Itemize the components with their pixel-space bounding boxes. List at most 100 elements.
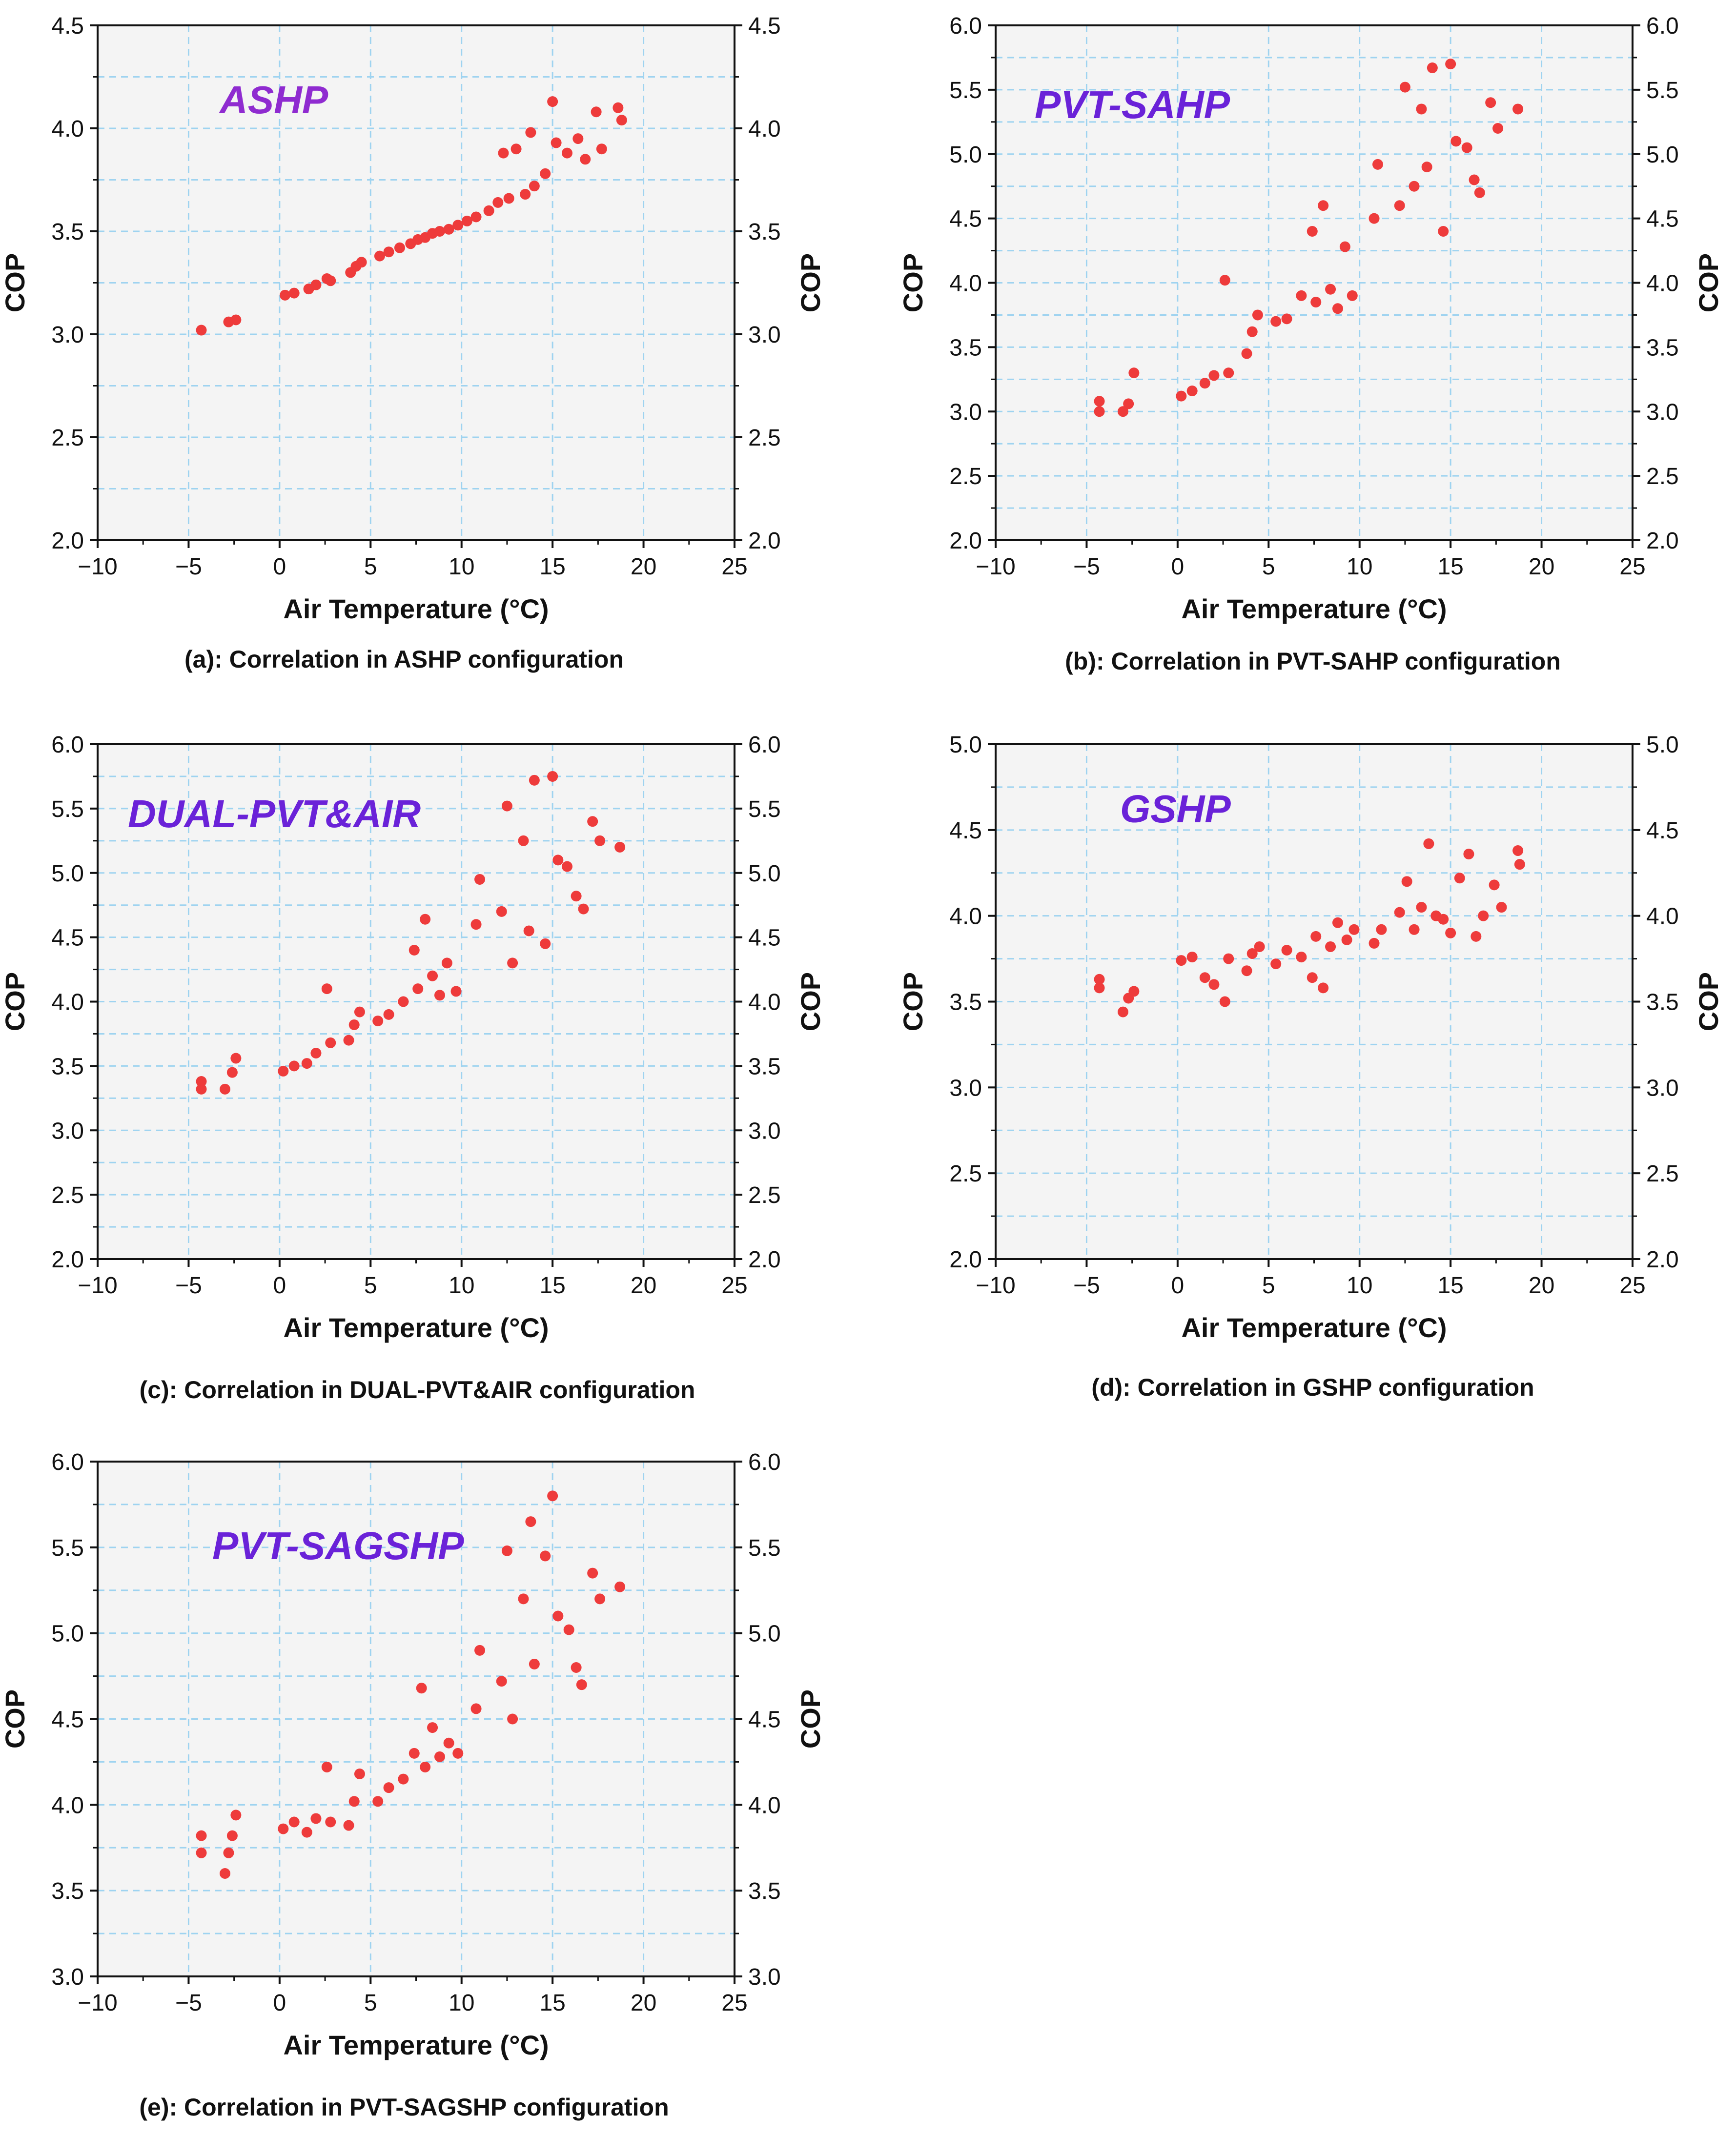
- data-point: [470, 211, 482, 223]
- data-point: [1186, 386, 1198, 397]
- scatter-points: [1094, 838, 1525, 1017]
- data-point: [1325, 941, 1336, 952]
- x-tick-label: 5: [364, 1990, 377, 2016]
- x-tick-label: −10: [78, 554, 117, 580]
- y-tick-label-left: 3.0: [51, 1118, 84, 1144]
- y-tick-label-left: 2.5: [51, 1182, 84, 1208]
- data-point: [226, 1067, 238, 1078]
- x-tick-label: 0: [1171, 1273, 1185, 1299]
- x-tick-label: 10: [1347, 1273, 1372, 1299]
- x-tick-label: −10: [78, 1990, 117, 2016]
- data-point: [571, 891, 582, 902]
- y-tick-label-left: 3.5: [51, 1054, 84, 1079]
- data-point: [551, 137, 562, 148]
- data-point: [1372, 159, 1383, 170]
- data-point: [1199, 972, 1210, 983]
- data-point: [450, 986, 462, 997]
- data-point: [1445, 927, 1456, 938]
- data-point: [343, 1035, 354, 1046]
- y-tick-label-right: 3.0: [748, 322, 781, 348]
- data-point: [1394, 200, 1405, 211]
- x-tick-label: 10: [1347, 554, 1372, 580]
- x-tick-label: 10: [449, 1990, 474, 2016]
- y-axis-title-right: COP: [1693, 972, 1724, 1031]
- y-tick-label-right: 2.0: [1646, 528, 1679, 554]
- x-tick-label: −10: [976, 1273, 1015, 1299]
- data-point: [443, 224, 454, 235]
- y-tick-label-right: 4.5: [748, 1707, 781, 1733]
- y-tick-label-right: 5.5: [748, 796, 781, 822]
- data-point: [374, 250, 385, 262]
- data-point: [563, 1624, 574, 1635]
- data-point: [1223, 367, 1234, 379]
- y-tick-label-left: 3.5: [949, 990, 982, 1016]
- data-point: [230, 1810, 242, 1821]
- data-point: [616, 115, 627, 126]
- data-point: [230, 314, 242, 325]
- x-tick-label: 15: [539, 1273, 565, 1299]
- data-point: [503, 193, 514, 204]
- data-point: [578, 903, 589, 915]
- x-tick-label: 15: [1437, 554, 1463, 580]
- data-point: [1492, 123, 1504, 134]
- y-tick-label-left: 5.5: [51, 796, 84, 822]
- figure-caption: (e): Correlation in PVT-SAGSHP configura…: [139, 2094, 669, 2121]
- data-point: [1450, 136, 1462, 147]
- y-tick-label-left: 4.5: [51, 13, 84, 39]
- data-point: [496, 1676, 507, 1687]
- x-tick-label: 25: [1619, 1273, 1645, 1299]
- data-point: [1254, 941, 1265, 952]
- data-point: [552, 854, 564, 866]
- data-point: [408, 1748, 420, 1759]
- y-tick-label-right: 5.5: [1646, 78, 1679, 103]
- data-point: [1489, 879, 1500, 891]
- x-tick-label: 20: [631, 1990, 656, 2016]
- y-tick-label-right: 4.0: [1646, 904, 1679, 930]
- y-tick-label-right: 3.0: [1646, 1075, 1679, 1101]
- data-point: [1252, 309, 1263, 321]
- y-tick-label-right: 3.0: [748, 1118, 781, 1144]
- grid: [98, 25, 735, 540]
- data-point: [1118, 406, 1128, 417]
- data-point: [561, 861, 572, 872]
- data-point: [1409, 181, 1420, 192]
- y-tick-label-left: 3.0: [51, 322, 84, 348]
- data-point: [1325, 284, 1336, 295]
- figure-caption: (a): Correlation in ASHP configuration: [184, 646, 624, 673]
- data-point: [547, 1490, 558, 1502]
- data-point: [288, 1060, 300, 1072]
- data-point: [310, 1813, 322, 1824]
- data-point: [1128, 367, 1140, 379]
- y-tick-label-left: 4.5: [949, 206, 982, 232]
- data-point: [540, 1550, 551, 1562]
- x-tick-label: 15: [1437, 1273, 1463, 1299]
- data-point: [1307, 226, 1318, 237]
- data-point: [1307, 972, 1318, 983]
- y-tick-label-right: 4.5: [1646, 206, 1679, 232]
- x-axis-title: Air Temperature (°C): [283, 593, 549, 624]
- data-point: [547, 771, 558, 782]
- x-tick-label: 0: [273, 1273, 286, 1299]
- figure-caption: (d): Correlation in GSHP configuration: [1091, 1374, 1534, 1401]
- chart-a: −10 −5 0 5 10 15 20 252.0 2.02.5 2.53.0 3.03.5 3.54…: [0, 13, 826, 673]
- data-point: [1401, 876, 1412, 887]
- data-point: [1409, 924, 1420, 935]
- data-point: [511, 143, 522, 155]
- data-point: [1246, 948, 1258, 959]
- data-point: [529, 181, 540, 192]
- x-tick-label: 25: [1619, 554, 1645, 580]
- data-point: [1223, 953, 1234, 964]
- data-point: [394, 242, 405, 253]
- y-tick-label-right: 4.5: [748, 13, 781, 39]
- data-point: [354, 1006, 365, 1017]
- data-point: [483, 205, 494, 216]
- data-point: [1176, 390, 1187, 402]
- y-tick-label-left: 3.0: [949, 399, 982, 425]
- data-point: [1496, 902, 1507, 913]
- y-axis-title-left: COP: [0, 253, 30, 312]
- data-point: [220, 1868, 230, 1879]
- data-point: [348, 1019, 360, 1030]
- x-tick-label: 0: [1171, 554, 1185, 580]
- data-point: [325, 1037, 336, 1048]
- data-point: [434, 226, 445, 237]
